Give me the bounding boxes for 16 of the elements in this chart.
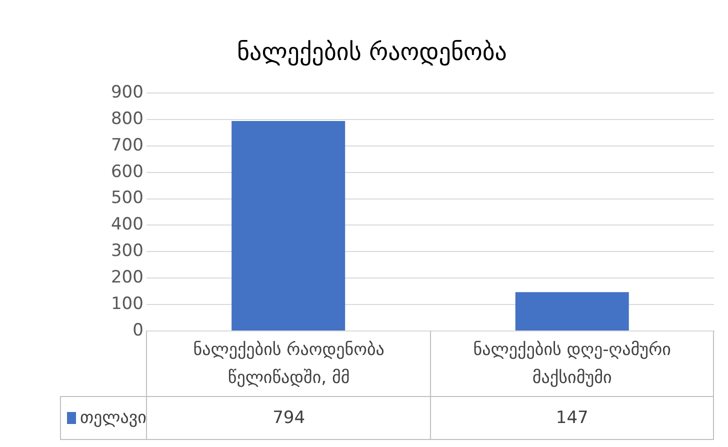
y-tick-label: 600 <box>110 162 144 182</box>
legend-label: თელავი <box>60 396 146 440</box>
x-tick-label: ნალექების დღე-ღამური მაქსიმუმი <box>430 331 714 396</box>
y-tick-label: 200 <box>110 268 144 288</box>
x-tick-label: ნალექების რაოდენობა წელიწადში, მმ <box>146 331 430 396</box>
chart-title: ნალექების რაოდენობა <box>236 38 508 66</box>
y-tick-label: 300 <box>110 241 144 262</box>
y-tick-label: 500 <box>110 188 144 208</box>
y-tick-label: 700 <box>110 135 144 156</box>
y-tick-label: 0 <box>132 320 144 340</box>
y-tick-label: 400 <box>110 214 144 235</box>
data-label: 147 <box>430 396 714 440</box>
y-tick-label: 900 <box>110 82 144 102</box>
y-tick-label: 800 <box>110 108 144 129</box>
y-tick-label: 100 <box>110 294 144 314</box>
data-label: 794 <box>146 396 430 440</box>
